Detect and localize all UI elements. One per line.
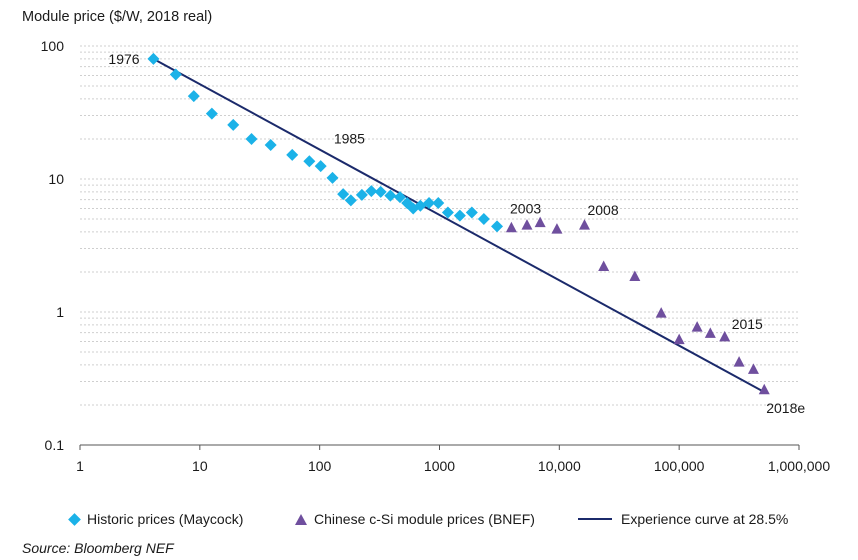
x-tick-label: 1,000,000 [768, 458, 830, 474]
x-tick-label: 100 [308, 458, 332, 474]
year-annotation: 2015 [732, 316, 763, 332]
historic-price-point [245, 132, 258, 145]
historic-price-point [205, 107, 218, 120]
chart-plot: 100 10 1 0.1 1 10 100 1000 10,000 100,000 1,000,00… [41, 38, 831, 474]
chinese-price-point [551, 223, 563, 234]
chinese-price-point [704, 327, 716, 338]
historic-price-point [303, 155, 316, 168]
chinese-price-point [534, 216, 546, 228]
legend-label-chinese: Chinese c-Si module prices (BNEF) [314, 511, 535, 527]
historic-price-point [264, 139, 277, 152]
historic-price-point [286, 148, 299, 161]
x-tick-label: 10,000 [538, 458, 581, 474]
chinese-price-point [719, 330, 731, 342]
historic-price-point [491, 220, 504, 233]
y-tick-label: 0.1 [45, 437, 65, 453]
historic-price-point [187, 90, 200, 103]
chinese-price-point [747, 363, 759, 374]
source-note: Source: Bloomberg NEF [22, 540, 174, 556]
chinese-price-point [655, 307, 667, 318]
y-axis-label: Module price ($/W, 2018 real) [22, 9, 213, 25]
historic-price-point [365, 185, 378, 198]
historic-price-point [465, 206, 478, 219]
chinese-price-point [521, 219, 533, 230]
historic-price-point [477, 213, 490, 226]
chinese-price-point [673, 333, 685, 345]
y-tick-label: 100 [41, 38, 65, 54]
triangle-marker-icon [295, 513, 307, 525]
historic-price-point [314, 160, 327, 173]
year-annotation: 2018e [766, 400, 805, 416]
historic-price-point [423, 197, 436, 210]
chinese-price-point [578, 219, 590, 230]
historic-price-point [393, 191, 406, 204]
legend-label-curve: Experience curve at 28.5% [621, 511, 789, 527]
historic-price-point [432, 197, 445, 210]
experience-curve [152, 58, 765, 393]
y-tick-label: 10 [48, 171, 64, 187]
year-annotation: 2008 [587, 202, 618, 218]
chinese-price-point [629, 270, 641, 281]
historic-price-point [227, 118, 240, 131]
historic-price-point [384, 189, 397, 202]
legend-item-historic: Historic prices (Maycock) [68, 511, 244, 527]
data-points [147, 52, 770, 395]
x-tick-label: 10 [192, 458, 208, 474]
chinese-price-point [598, 260, 610, 271]
diamond-marker-icon [68, 512, 81, 526]
chinese-price-point [505, 221, 517, 233]
year-annotation: 1985 [334, 130, 365, 146]
historic-price-point [344, 194, 357, 207]
chinese-price-point [733, 356, 745, 367]
x-tick-label: 100,000 [654, 458, 705, 474]
historic-price-point [441, 206, 454, 219]
historic-price-point [147, 52, 160, 65]
x-tick-label: 1 [76, 458, 84, 474]
historic-price-point [169, 68, 182, 81]
legend: Historic prices (Maycock) Chinese c-Si m… [68, 511, 830, 531]
legend-item-curve: Experience curve at 28.5% [578, 511, 788, 527]
experience-curve-line [152, 58, 765, 393]
historic-price-point [355, 188, 368, 201]
historic-price-point [374, 185, 387, 198]
year-annotation: 2003 [510, 200, 541, 216]
annotations: 1976 1985 2003 2008 2015 2018e [108, 51, 805, 416]
x-tick-label: 1000 [424, 458, 455, 474]
year-annotation: 1976 [108, 51, 139, 67]
historic-price-point [326, 171, 339, 184]
y-tick-label: 1 [56, 304, 64, 320]
chinese-price-point [758, 383, 770, 395]
axes: 100 10 1 0.1 1 10 100 1000 10,000 100,000 1,000,00… [41, 38, 831, 474]
chinese-price-point [691, 321, 703, 332]
historic-price-point [337, 188, 350, 201]
legend-item-chinese: Chinese c-Si module prices (BNEF) [295, 511, 535, 527]
legend-label-historic: Historic prices (Maycock) [87, 511, 244, 527]
historic-price-point [453, 209, 466, 222]
historic-price-point [414, 199, 427, 212]
line-marker-icon [578, 518, 612, 520]
